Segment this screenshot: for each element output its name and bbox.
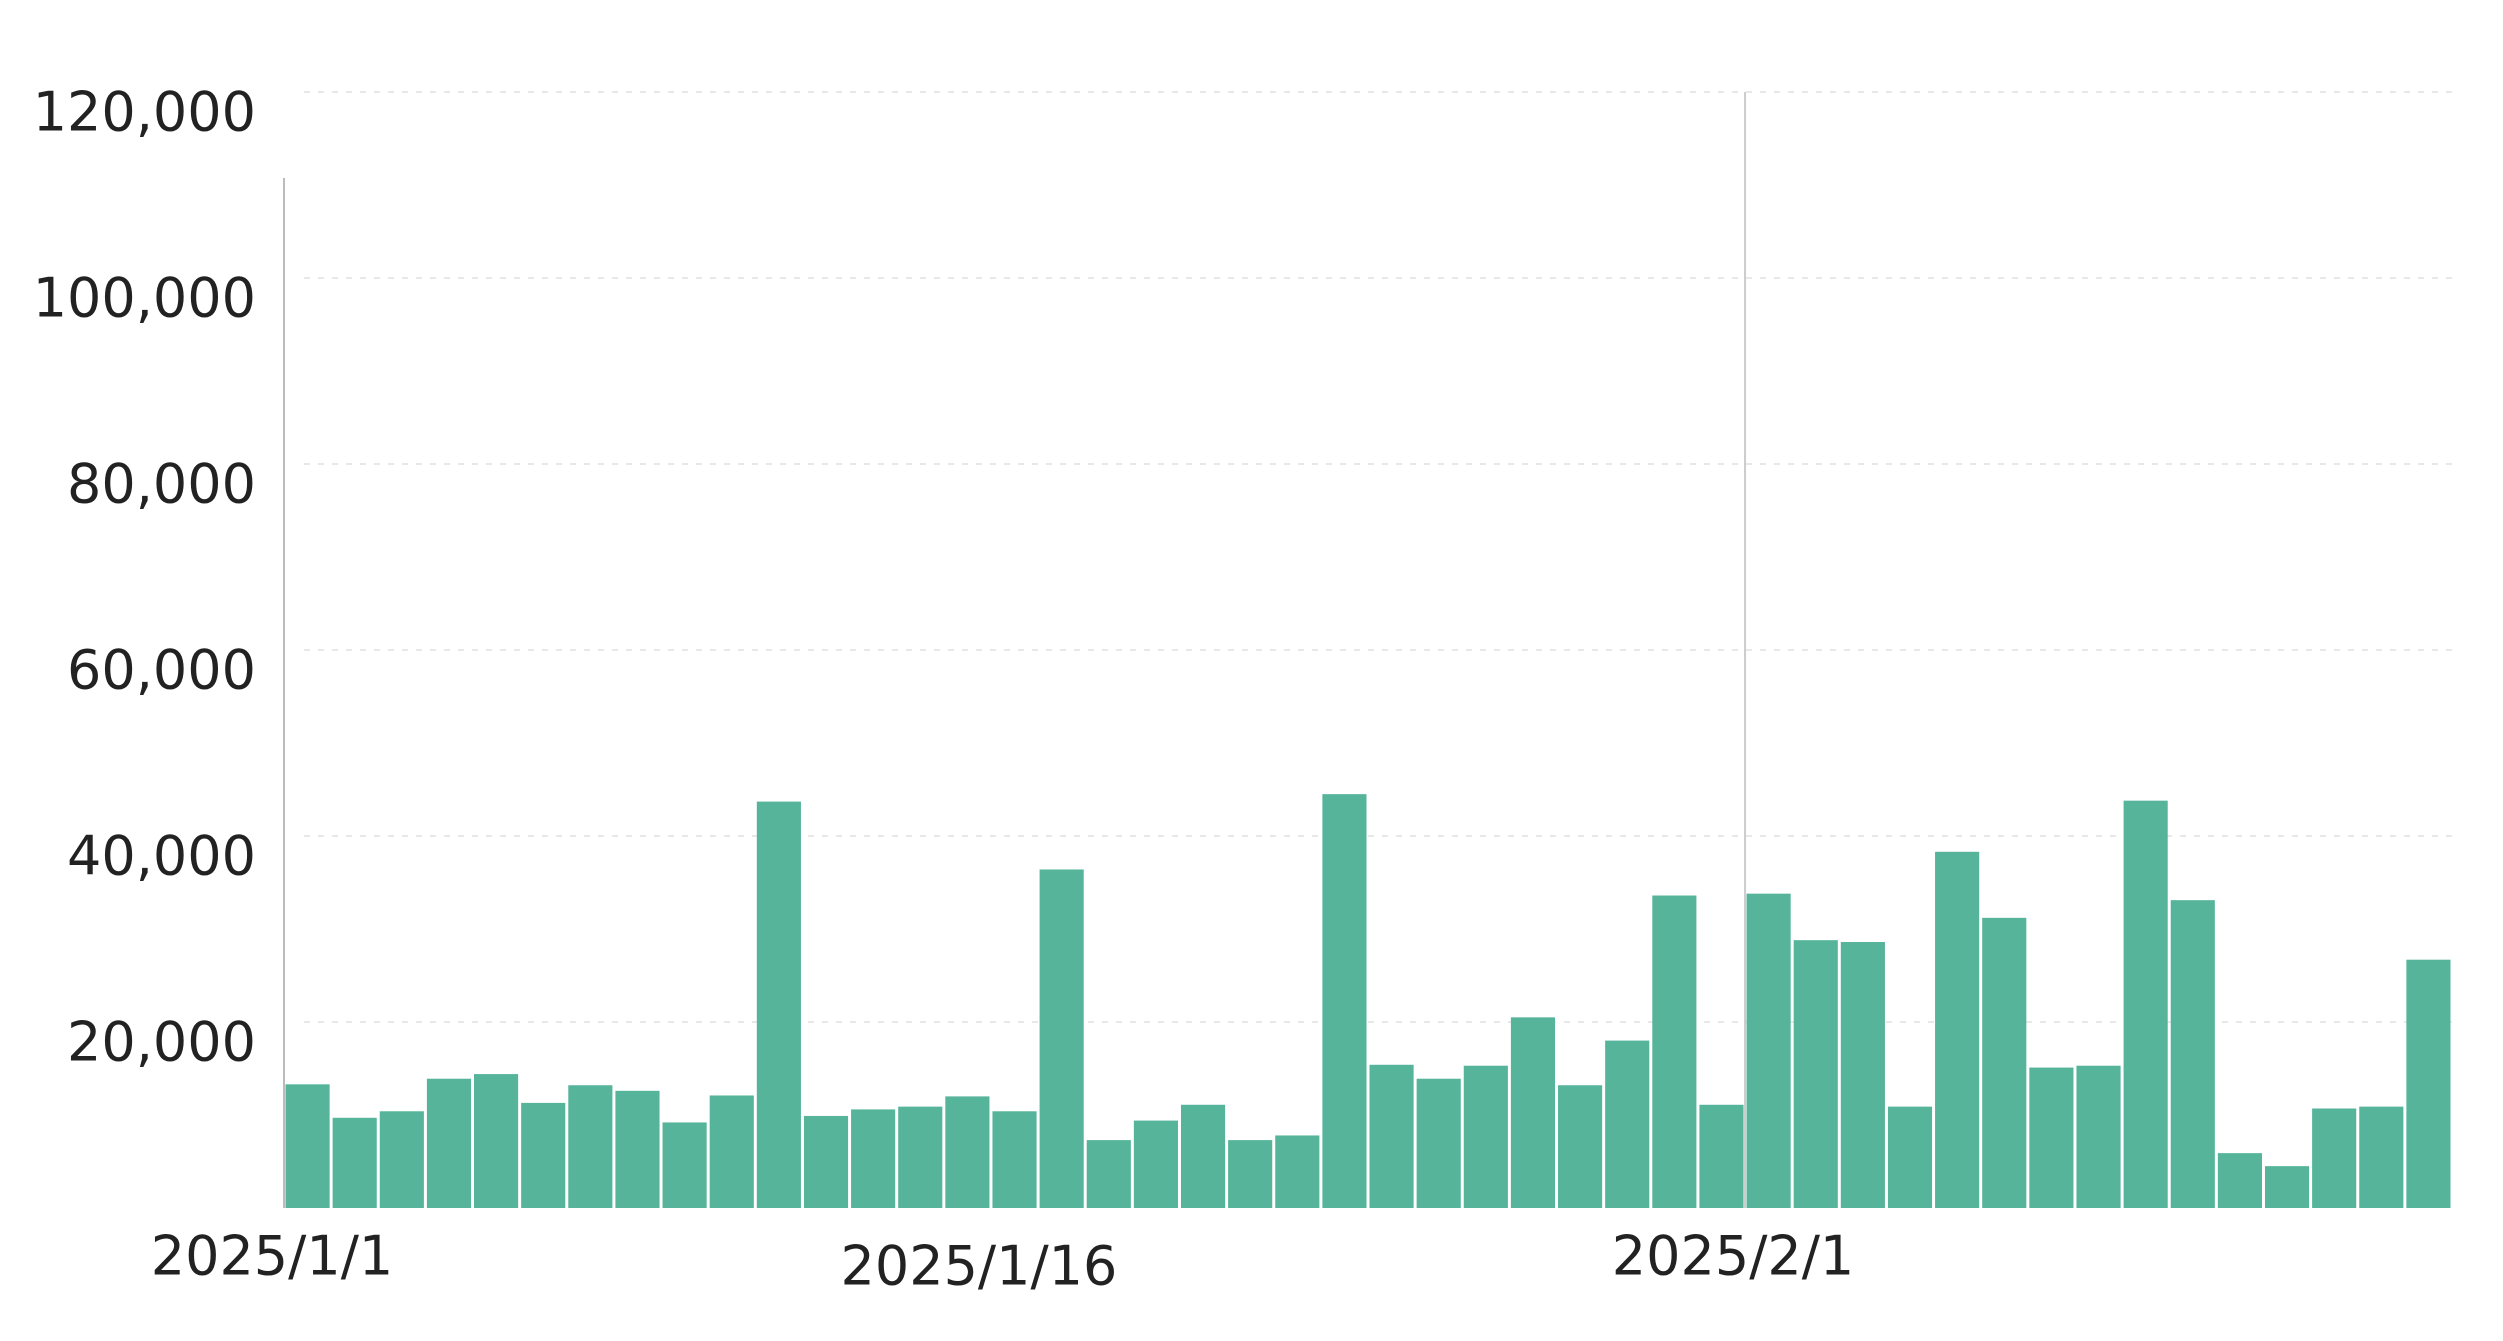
x-tick-label: 2025/2/1: [1612, 1225, 1855, 1288]
bar: [662, 1122, 707, 1208]
bar: [2406, 959, 2451, 1208]
bar: [2264, 1166, 2310, 1208]
bar: [1416, 1078, 1461, 1208]
bar: [1228, 1140, 1273, 1208]
bar: [568, 1085, 613, 1208]
bar: [2217, 1153, 2262, 1208]
bar: [1039, 869, 1084, 1208]
bar: [803, 1115, 849, 1208]
bar: [2076, 1065, 2121, 1208]
bar: [851, 1109, 896, 1208]
bar: [285, 1084, 330, 1208]
bar: [756, 801, 801, 1208]
bar: [2029, 1067, 2074, 1208]
bar: [945, 1096, 990, 1208]
bar: [1275, 1135, 1320, 1208]
bar: [1086, 1140, 1131, 1208]
bar: [1605, 1040, 1650, 1208]
bar: [426, 1078, 472, 1208]
bar: [2312, 1108, 2357, 1208]
bar: [615, 1090, 660, 1208]
bar: [1652, 895, 1697, 1208]
y-tick-label: 20,000: [67, 1011, 256, 1074]
bar: [521, 1102, 566, 1208]
bar: [2123, 800, 2168, 1208]
bar: [1180, 1104, 1226, 1208]
bar: [1935, 851, 1980, 1208]
x-tick-label: 2025/1/1: [151, 1225, 394, 1288]
bar: [332, 1117, 377, 1208]
bar: [1322, 794, 1367, 1208]
y-tick-label: 80,000: [67, 453, 256, 516]
bar: [379, 1111, 424, 1208]
bar: [1510, 1017, 1556, 1208]
bar: [1369, 1064, 1414, 1208]
bar: [2170, 900, 2215, 1208]
y-tick-label: 120,000: [33, 81, 256, 144]
x-tick-label: 2025/1/16: [841, 1235, 1118, 1298]
bar: [1746, 893, 1791, 1208]
bar: [1982, 917, 2027, 1208]
y-tick-label: 40,000: [67, 825, 256, 888]
bar: [1133, 1120, 1178, 1208]
bar: [1463, 1065, 1508, 1208]
bar: [898, 1106, 943, 1208]
y-tick-label: 100,000: [33, 267, 256, 330]
bar: [1699, 1104, 1744, 1208]
bar: [474, 1074, 519, 1208]
bar: [1887, 1106, 1933, 1208]
bar: [709, 1095, 754, 1208]
y-tick-label: 60,000: [67, 639, 256, 702]
bar: [1793, 940, 1838, 1208]
bar: [1840, 942, 1885, 1208]
bar: [992, 1111, 1037, 1208]
bar: [1558, 1085, 1603, 1208]
bar: [2359, 1106, 2404, 1208]
